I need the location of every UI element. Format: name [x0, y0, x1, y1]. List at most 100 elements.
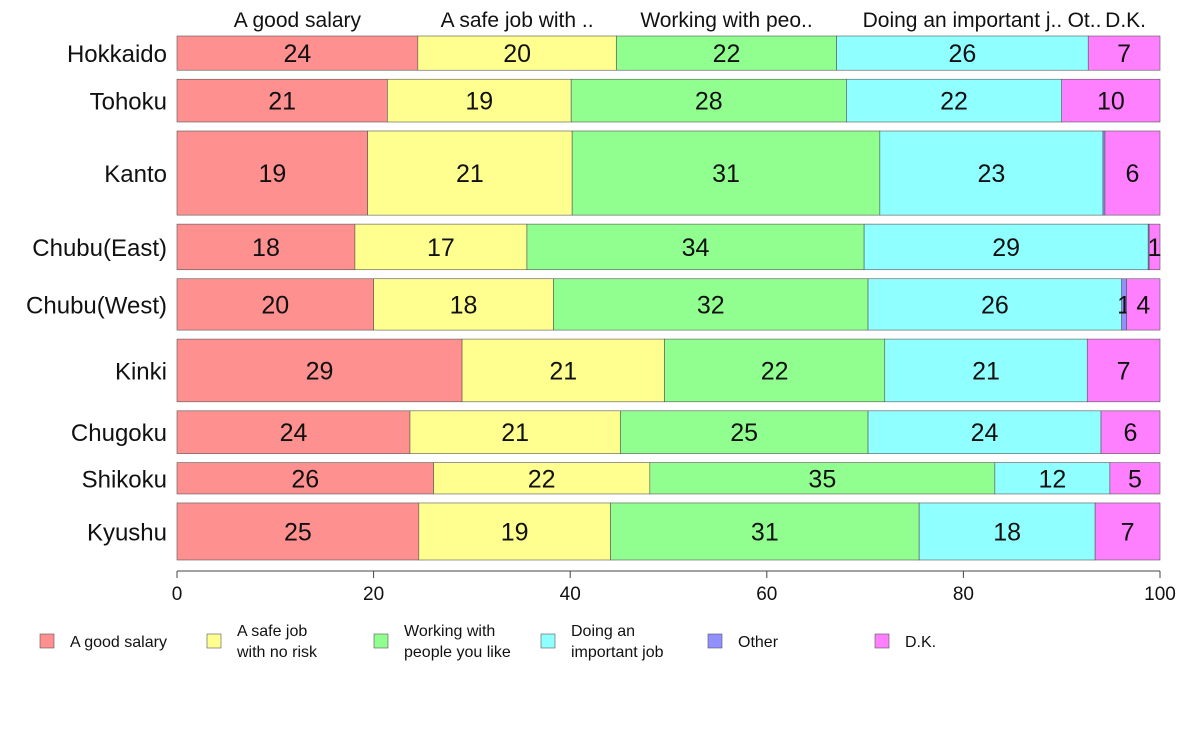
x-tick-label: 60	[756, 584, 777, 605]
bar-segment-working-with-people-you-like	[620, 410, 869, 454]
legend-label: Other	[738, 634, 779, 651]
bar-segment-a-safe-job-with-no-risk	[409, 410, 621, 454]
bar-segment-a-safe-job-with-no-risk	[461, 338, 665, 403]
legend-swatch	[206, 633, 222, 649]
bar-segment-working-with-people-you-like	[664, 338, 886, 403]
bar-segment-working-with-people-you-like	[649, 462, 996, 495]
legend-label: A good salary	[70, 634, 167, 651]
category-label: Chugoku	[71, 420, 167, 447]
data-label: 20	[503, 40, 531, 68]
category-label: Shikoku	[82, 466, 167, 493]
data-label: 22	[940, 88, 968, 116]
legend-label: with no risk	[236, 644, 318, 661]
data-label: 25	[730, 419, 758, 447]
data-label: 32	[697, 291, 725, 319]
bar-segment-d-k	[1126, 278, 1161, 331]
data-label: 31	[751, 518, 779, 546]
data-label: 18	[993, 518, 1021, 546]
data-label: 19	[258, 160, 286, 188]
bar-segment-d-k	[1104, 130, 1161, 216]
bar-segment-doing-an-important-job	[994, 462, 1111, 495]
bar-segment-working-with-people-you-like	[610, 502, 920, 561]
data-label: 4	[1136, 291, 1150, 319]
legend-item-d-k: D.K.	[874, 633, 936, 651]
bar-segment-d-k	[1061, 78, 1161, 123]
data-label: 22	[528, 465, 556, 493]
bar-segment-a-safe-job-with-no-risk	[433, 462, 651, 495]
data-label: 7	[1117, 357, 1131, 385]
bar-segment-a-good-salary	[176, 462, 434, 495]
bar-segment-a-safe-job-with-no-risk	[417, 35, 617, 71]
legend-swatch	[874, 633, 890, 649]
data-label: 29	[306, 357, 334, 385]
data-label: 25	[284, 518, 312, 546]
data-label: 28	[695, 88, 723, 116]
category-label: Chubu(West)	[26, 292, 167, 319]
data-label: 6	[1126, 160, 1140, 188]
bar-row-kyushu: 25 19 31 18 7 Kyushu	[87, 502, 1161, 561]
data-label: 7	[1117, 40, 1131, 68]
bar-segment-a-safe-job-with-no-risk	[367, 130, 573, 216]
legend-item-working-with-people-you-like: Working with people you like	[373, 623, 511, 661]
bar-segment-doing-an-important-job	[884, 338, 1088, 403]
column-top-labels: A good salary A safe job with .. Working w…	[234, 9, 1146, 32]
x-tick-label: 80	[953, 584, 974, 605]
bar-segment-a-good-salary	[176, 502, 420, 561]
bar-segment-doing-an-important-job	[863, 223, 1149, 271]
category-label: Kinki	[115, 358, 167, 385]
legend-label: Doing an	[571, 623, 635, 640]
bar-segment-a-good-salary	[176, 338, 463, 403]
bar-row-shikoku: 26 22 35 12 5 Shikoku	[82, 462, 1161, 495]
bar-segment-a-good-salary	[176, 78, 388, 123]
data-label: 26	[981, 291, 1009, 319]
data-label: 22	[713, 40, 741, 68]
bar-segment-working-with-people-you-like	[526, 223, 865, 271]
bar-segment-working-with-people-you-like	[571, 130, 881, 216]
legend-item-a-good-salary: A good salary	[39, 633, 167, 651]
data-label: 20	[261, 291, 289, 319]
x-tick-label: 20	[363, 584, 384, 605]
bar-segment-a-safe-job-with-no-risk	[373, 278, 554, 331]
data-label: 35	[808, 465, 836, 493]
bar-segment-d-k	[1094, 502, 1161, 561]
legend-item-other: Other	[707, 633, 779, 651]
category-label: Kanto	[104, 161, 167, 188]
bar-row-chugoku: 24 21 25 24 6 Chugoku	[71, 410, 1161, 454]
legend-swatch	[707, 633, 723, 649]
x-tick-label: 100	[1144, 584, 1176, 605]
bar-segment-d-k	[1100, 410, 1161, 454]
data-label: 29	[992, 234, 1020, 262]
bar-segment-doing-an-important-job	[879, 130, 1104, 216]
data-label: 6	[1124, 419, 1138, 447]
bar-row-chubu-east: 18 17 34 29 1 Chubu(East)	[32, 223, 1162, 271]
bar-row-tohoku: 21 19 28 22 10 Tohoku	[90, 78, 1161, 123]
column-label-a-good-salary: A good salary	[234, 9, 362, 32]
bar-segment-working-with-people-you-like	[553, 278, 869, 331]
bar-segment-working-with-people-you-like	[570, 78, 847, 123]
data-label: 21	[268, 88, 296, 116]
bar-segment-doing-an-important-job	[867, 410, 1102, 454]
legend-item-doing-an-important-job: Doing an important job	[540, 623, 664, 661]
category-label: Tohoku	[90, 89, 167, 116]
x-tick-label: 0	[172, 584, 183, 605]
column-label-d-k: D.K.	[1105, 9, 1146, 32]
legend-label: people you like	[404, 644, 511, 661]
data-label: 21	[549, 357, 577, 385]
column-label-doing-an-important-job: Doing an important j..	[863, 9, 1063, 32]
column-label-working-with-people-you-like: Working with peo..	[640, 9, 812, 32]
data-label: 1	[1148, 234, 1162, 262]
bar-segment-a-good-salary	[176, 278, 374, 331]
legend-item-a-safe-job-with-no-risk: A safe job with no risk	[206, 623, 318, 661]
bar-row-kinki: 29 21 22 21 7 Kinki	[115, 338, 1161, 403]
bar-segment-doing-an-important-job	[836, 35, 1089, 71]
x-axis: 0 20 40 60 80 100	[172, 570, 1176, 605]
data-label: 18	[252, 234, 280, 262]
data-label: 5	[1128, 465, 1142, 493]
data-label: 26	[291, 465, 319, 493]
bar-segment-doing-an-important-job	[867, 278, 1122, 331]
bar-segment-working-with-people-you-like	[616, 35, 837, 71]
bar-segment-a-good-salary	[176, 410, 411, 454]
category-label: Hokkaido	[67, 41, 167, 68]
bar-segment-a-safe-job-with-no-risk	[387, 78, 572, 123]
